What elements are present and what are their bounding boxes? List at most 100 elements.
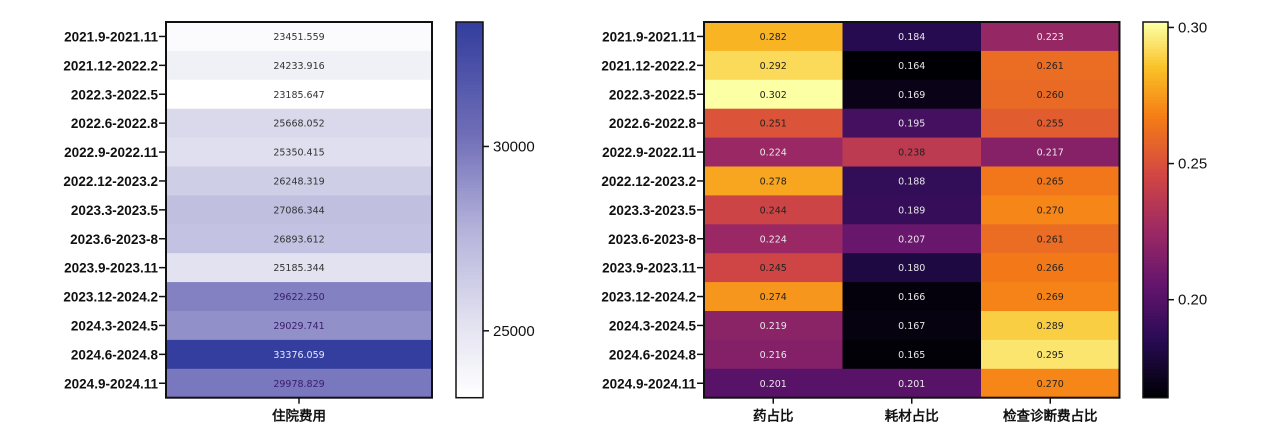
heatmap-cell [981, 253, 1120, 283]
heatmap-cell [166, 137, 432, 167]
colorbar-segment [456, 256, 483, 261]
cell-value-label: 0.165 [898, 350, 925, 361]
row-label: 2023.6-2023-8 [70, 232, 158, 247]
colorbar-segment [456, 43, 483, 48]
colorbar-segment [456, 294, 483, 299]
colorbar-segment [456, 335, 483, 339]
colorbar-segment [456, 194, 483, 198]
colorbar-segment [456, 300, 483, 305]
colorbar-segment [1143, 256, 1168, 261]
colorbar-segment [456, 128, 483, 133]
row-label: 2021.12-2022.2 [63, 58, 158, 73]
colorbar-segment [1143, 263, 1168, 267]
colorbar-segment [1143, 328, 1168, 333]
colorbar-segment [1143, 278, 1168, 283]
heatmap-cell [981, 108, 1120, 139]
cell-value-label: 0.270 [1037, 379, 1064, 390]
cell-value-label: 0.201 [898, 379, 925, 390]
row-label: 2022.12-2023.2 [601, 174, 696, 189]
colorbar-segment [456, 288, 483, 292]
colorbar-segment [456, 169, 483, 173]
colorbar-hospitalization-cost: 25000 30000 [455, 21, 535, 399]
colorbar-segment [1143, 281, 1168, 286]
colorbar-segment [456, 310, 483, 314]
colorbar-segment [456, 72, 483, 76]
colorbar-segment [1143, 344, 1168, 349]
colorbar-segment [1143, 294, 1168, 299]
cell-value-label: 24233.916 [273, 61, 324, 72]
cell-value-label: 0.255 [1037, 119, 1064, 130]
heatmap-cell [842, 108, 981, 139]
row-label: 2024.9-2024.11 [602, 376, 696, 391]
colorbar-segment [1143, 284, 1168, 289]
heatmap-cell [842, 253, 981, 283]
cell-value-label: 0.266 [1037, 263, 1064, 274]
colorbar-segment [456, 100, 483, 105]
cell-value-label: 0.219 [760, 321, 787, 332]
cell-value-label: 0.238 [898, 148, 925, 159]
colorbar-segment [456, 238, 483, 242]
heatmap-cell [981, 224, 1120, 254]
colorbar-tick-label: 0.25 [1178, 156, 1207, 173]
colorbar-tick-label: 25000 [493, 323, 535, 340]
colorbar-segment [1143, 78, 1168, 83]
colorbar-segment [456, 25, 483, 29]
colorbar-segment [1143, 272, 1168, 277]
colorbar-segment [1143, 112, 1168, 117]
colorbar-segment [1143, 212, 1168, 217]
colorbar-segment [1143, 31, 1168, 36]
colorbar-segment [456, 375, 483, 380]
colorbar-segment [456, 184, 483, 189]
colorbar-segment [456, 363, 483, 367]
colorbar-segment [1143, 172, 1168, 177]
colorbar-segment [1143, 56, 1168, 61]
row-label: 2023.6-2023-8 [608, 232, 696, 247]
colorbar-segment [1143, 378, 1168, 383]
heatmap-cell [981, 79, 1120, 110]
colorbar-segment [456, 109, 483, 114]
colorbar-segment [1143, 28, 1168, 32]
colorbar-segment [456, 34, 483, 39]
colorbar-segment [456, 147, 483, 151]
colorbar-segment [456, 225, 483, 230]
colorbar-segment [1143, 153, 1168, 158]
heatmap-cell [842, 224, 981, 254]
row-label: 2021.12-2022.2 [601, 58, 696, 73]
colorbar-segment [456, 241, 483, 245]
colorbar-segment [1143, 150, 1168, 155]
cell-value-label: 0.188 [898, 176, 925, 187]
colorbar-segment [1143, 59, 1168, 64]
cell-value-label: 0.217 [1037, 148, 1064, 159]
heatmap-cell [166, 282, 432, 312]
colorbar-segment [1143, 75, 1168, 79]
colorbar-segment [1143, 109, 1168, 114]
cell-value-label: 0.164 [898, 61, 925, 72]
colorbar-segment [456, 31, 483, 36]
colorbar-segment [1143, 316, 1168, 321]
heatmap-cell [166, 50, 432, 81]
colorbar-segment [456, 94, 483, 98]
cell-value-label: 26893.612 [273, 234, 324, 245]
heatmap-cell [981, 282, 1120, 312]
row-label: 2023.12-2024.2 [63, 290, 158, 305]
cell-value-label: 0.189 [898, 205, 925, 216]
colorbar-segment [456, 259, 483, 264]
cell-value-label: 0.269 [1037, 292, 1064, 303]
colorbar-tick-label: 0.20 [1178, 292, 1207, 309]
colorbar-segment [1143, 103, 1168, 108]
colorbar-segment [1143, 134, 1168, 139]
heatmap-cell [981, 137, 1120, 167]
colorbar-segment [1143, 319, 1168, 324]
heatmap-hospitalization-cost: 23451.559 24233.916 23185.647 25668.052 2535… [63, 21, 433, 425]
heatmap-cell [704, 22, 843, 52]
colorbar-segment [456, 244, 483, 249]
colorbar-frame [1142, 21, 1169, 399]
colorbar-segment [1143, 219, 1168, 223]
heatmap-cell [704, 137, 843, 167]
heatmap-cell [842, 50, 981, 81]
colorbar-segment [456, 234, 483, 239]
colorbar-segment [1143, 222, 1168, 227]
heatmap-cell [842, 195, 981, 225]
colorbar-segment [1143, 90, 1168, 95]
colorbar-segment [456, 269, 483, 274]
